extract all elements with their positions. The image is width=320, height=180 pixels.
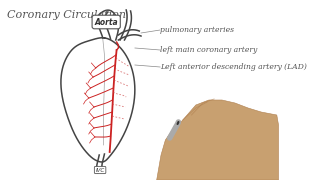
Text: Left anterior descending artery (LAD): Left anterior descending artery (LAD) (160, 63, 307, 71)
Text: pulmonary arteries: pulmonary arteries (160, 26, 234, 34)
Polygon shape (157, 100, 278, 180)
Text: Coronary Circulation: Coronary Circulation (7, 10, 126, 20)
Text: Aorta: Aorta (94, 17, 118, 26)
Text: IVC: IVC (95, 168, 105, 172)
Text: left main coronary artery: left main coronary artery (160, 46, 257, 54)
